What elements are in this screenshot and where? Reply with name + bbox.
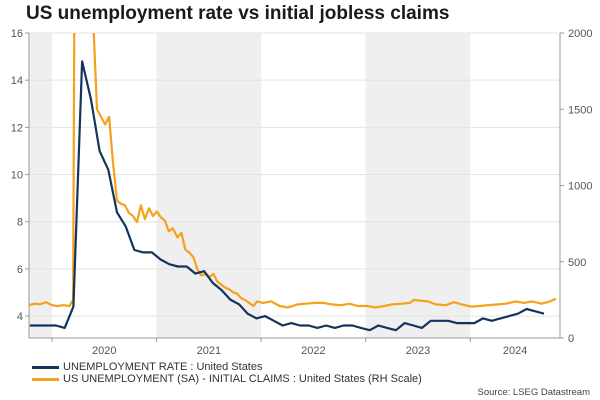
right-axis-tick-label: 2000	[568, 28, 592, 40]
x-axis-tick-label: 2024	[503, 345, 527, 357]
right-axis-tick-label: 1500	[568, 104, 592, 116]
left-axis-tick-label: 12	[11, 122, 23, 134]
left-axis-tick-label: 10	[11, 170, 23, 182]
legend-item-initial-claims: US UNEMPLOYMENT (SA) - INITIAL CLAIMS : …	[32, 373, 422, 385]
x-axis-tick-label: 2022	[301, 345, 325, 357]
shaded-year-band	[156, 33, 262, 338]
shaded-year-band	[29, 33, 52, 338]
right-axis-tick-label: 0	[568, 333, 574, 345]
x-axis-tick-label: 2023	[406, 345, 430, 357]
left-axis-tick-label: 4	[17, 311, 23, 323]
left-axis-tick-label: 16	[11, 28, 23, 40]
shaded-year-band	[365, 33, 471, 338]
source-note: Source: LSEG Datastream	[477, 387, 590, 398]
legend-label-unemployment-rate: UNEMPLOYMENT RATE : United States	[63, 361, 263, 373]
left-axis-tick-label: 14	[11, 75, 23, 87]
series-line-initial-claims	[29, 33, 557, 309]
x-axis-tick-label: 2021	[197, 345, 221, 357]
legend-label-initial-claims: US UNEMPLOYMENT (SA) - INITIAL CLAIMS : …	[63, 373, 422, 385]
right-axis-tick-label: 500	[568, 257, 586, 269]
x-axis-tick-label: 2020	[92, 345, 116, 357]
left-axis-tick-label: 8	[17, 217, 23, 229]
right-axis-tick-label: 1000	[568, 181, 592, 193]
legend-item-unemployment-rate: UNEMPLOYMENT RATE : United States	[32, 361, 262, 373]
legend-swatch-unemployment-rate	[32, 365, 59, 369]
chart-title: US unemployment rate vs initial jobless …	[26, 3, 450, 24]
left-axis-tick-label: 6	[17, 264, 23, 276]
series-line-unemployment-rate	[29, 60, 545, 332]
legend-swatch-initial-claims	[32, 377, 59, 381]
